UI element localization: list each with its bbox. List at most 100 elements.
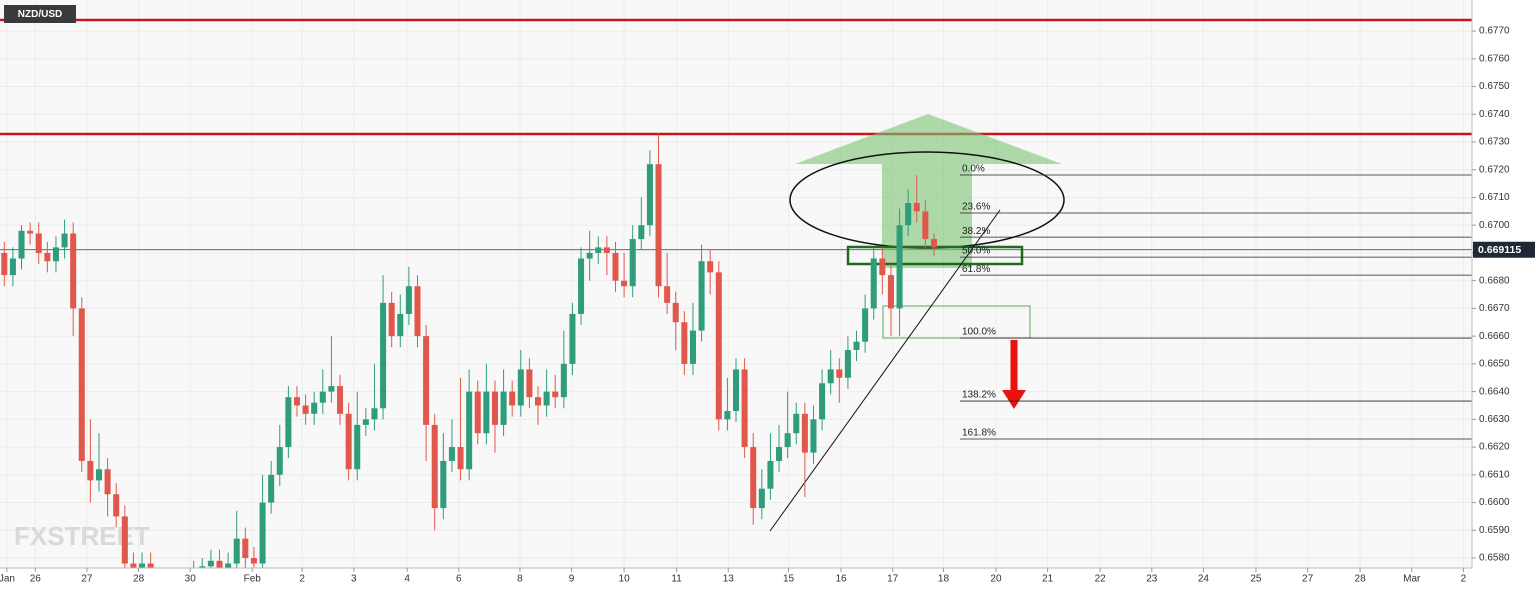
candle-body bbox=[466, 391, 473, 470]
y-tick-label: 0.6650 bbox=[1479, 359, 1510, 370]
candle-body bbox=[715, 272, 722, 420]
y-tick-label: 0.6710 bbox=[1479, 192, 1510, 203]
x-tick-label: 8 bbox=[517, 574, 523, 585]
candle-body bbox=[431, 424, 438, 509]
x-tick-label: 30 bbox=[185, 574, 197, 585]
candle-body bbox=[638, 225, 645, 240]
candle-body bbox=[250, 558, 257, 564]
candle-body bbox=[810, 419, 817, 453]
x-tick-label: 26 bbox=[30, 574, 42, 585]
candle-body bbox=[853, 341, 860, 351]
x-tick-label: 17 bbox=[887, 574, 899, 585]
y-tick-label: 0.6590 bbox=[1479, 525, 1510, 536]
x-tick-label: Mar bbox=[1403, 574, 1421, 585]
candle-body bbox=[405, 286, 412, 314]
candle-body bbox=[741, 369, 748, 448]
candle-body bbox=[526, 369, 533, 398]
y-tick-label: 0.6730 bbox=[1479, 137, 1510, 148]
candle-body bbox=[311, 402, 318, 414]
candle-body bbox=[121, 516, 128, 564]
candle-body bbox=[509, 391, 516, 406]
candle-body bbox=[302, 405, 309, 414]
candle-body bbox=[629, 239, 636, 287]
x-tick-label: 24 bbox=[1198, 574, 1210, 585]
candle-body bbox=[448, 447, 455, 461]
candle-body bbox=[758, 488, 765, 509]
candle-body bbox=[18, 230, 25, 259]
x-tick-label: Jan bbox=[0, 574, 15, 585]
candle-body bbox=[104, 469, 111, 495]
candle-body bbox=[259, 502, 266, 564]
y-tick-label: 0.6680 bbox=[1479, 275, 1510, 286]
candle-body bbox=[560, 363, 567, 398]
candle-body bbox=[328, 386, 335, 392]
candle-body bbox=[225, 563, 232, 568]
x-tick-label: 27 bbox=[81, 574, 93, 585]
candle-body bbox=[1, 252, 8, 276]
y-tick-label: 0.6630 bbox=[1479, 414, 1510, 425]
x-tick-label: 22 bbox=[1095, 574, 1107, 585]
x-tick-label: 3 bbox=[351, 574, 357, 585]
fib-label: 61.8% bbox=[962, 264, 990, 275]
candle-body bbox=[905, 203, 912, 226]
candle-body bbox=[233, 538, 240, 564]
candle-body bbox=[776, 447, 783, 461]
watermark: FXSTREET bbox=[14, 521, 150, 551]
x-tick-label: 2 bbox=[1461, 574, 1467, 585]
candle-body bbox=[819, 383, 826, 420]
candle-body bbox=[870, 258, 877, 309]
candle-body bbox=[35, 233, 42, 253]
candle-body bbox=[681, 322, 688, 364]
axes: 0.6580 0.6590 0.6600 0.6610 0.6620 0.6630 0.66… bbox=[0, 26, 1535, 585]
x-tick-label: 6 bbox=[456, 574, 462, 585]
candle-body bbox=[371, 408, 378, 420]
candle-body bbox=[930, 239, 938, 248]
y-tick-label: 0.6750 bbox=[1479, 81, 1510, 92]
candle-body bbox=[216, 560, 223, 568]
candle-body bbox=[844, 350, 851, 378]
candle-body bbox=[78, 308, 85, 461]
candle-body bbox=[156, 580, 162, 586]
y-tick-label: 0.6600 bbox=[1479, 497, 1510, 508]
x-tick-label: 18 bbox=[938, 574, 950, 585]
fib-label: 161.8% bbox=[962, 428, 996, 439]
candle-body bbox=[578, 258, 585, 314]
x-tick-label: 23 bbox=[1146, 574, 1158, 585]
candle-body bbox=[388, 302, 395, 337]
candle-body bbox=[483, 391, 490, 434]
candle-body bbox=[354, 424, 361, 470]
x-tick-label: 13 bbox=[723, 574, 735, 585]
candle-body bbox=[862, 308, 869, 342]
x-tick-label: 15 bbox=[783, 574, 795, 585]
candle-body bbox=[440, 460, 447, 509]
y-tick-label: 0.6620 bbox=[1479, 442, 1510, 453]
candle-body bbox=[595, 247, 602, 253]
candle-body bbox=[887, 275, 894, 309]
x-tick-label: 10 bbox=[619, 574, 631, 585]
y-tick-label: 0.6700 bbox=[1479, 220, 1510, 231]
candle-body bbox=[337, 386, 344, 414]
candle-body bbox=[750, 447, 757, 509]
fib-label: 138.2% bbox=[962, 390, 996, 401]
x-tick-label: 28 bbox=[133, 574, 145, 585]
candle-body bbox=[113, 494, 120, 517]
x-tick-label: 27 bbox=[1302, 574, 1314, 585]
candle-body bbox=[362, 419, 369, 425]
y-tick-label: 0.6660 bbox=[1479, 331, 1510, 342]
trendline bbox=[769, 209, 1001, 532]
x-tick-label: 4 bbox=[404, 574, 410, 585]
candle-body bbox=[44, 252, 51, 262]
price-label: 0.669115 bbox=[1478, 244, 1521, 256]
candle-body bbox=[827, 369, 834, 384]
y-tick-label: 0.6740 bbox=[1479, 109, 1510, 120]
candle-body bbox=[801, 413, 808, 453]
x-tick-label: 20 bbox=[990, 574, 1002, 585]
y-tick-label: 0.6610 bbox=[1479, 469, 1510, 480]
candle-body bbox=[664, 286, 671, 303]
candle-body bbox=[586, 252, 593, 259]
candle-body bbox=[474, 391, 481, 434]
candle-body bbox=[95, 469, 103, 481]
y-tick-label: 0.6770 bbox=[1479, 26, 1510, 37]
candle-body bbox=[879, 258, 886, 276]
fib-label: 38.2% bbox=[962, 226, 990, 237]
